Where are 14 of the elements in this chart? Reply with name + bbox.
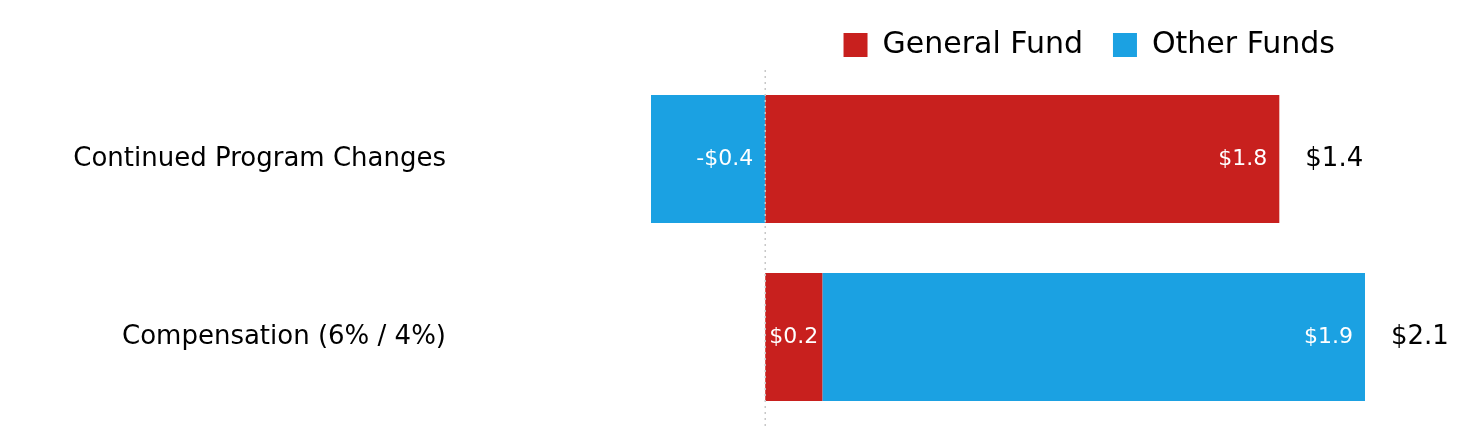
bar	[822, 272, 1365, 402]
data-label: $1.8	[1218, 144, 1268, 170]
data-label: $1.9	[1304, 322, 1353, 348]
total-label: $2.1	[1391, 319, 1449, 350]
legend-label: General Fund	[882, 24, 1083, 60]
total-label: $1.4	[1305, 141, 1364, 172]
y-tick-label: Continued Program Changes	[73, 141, 446, 172]
legend-label: Other Funds	[1151, 24, 1336, 60]
data-label: -$0.4	[696, 144, 754, 170]
y-tick-label: Compensation (6% / 4%)	[122, 319, 446, 350]
data-label: $0.2	[769, 322, 819, 348]
bar	[651, 94, 766, 224]
bar	[765, 94, 1280, 224]
bar	[765, 272, 823, 402]
